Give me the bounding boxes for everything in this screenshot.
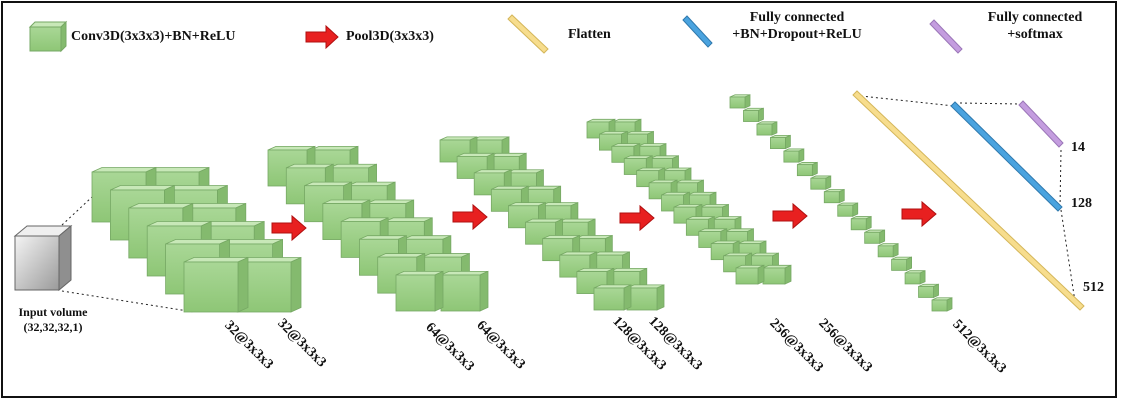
conv-block-5-cube [877, 242, 899, 258]
input-volume-line2: (32,32,32,1) [23, 320, 83, 334]
fc1-layer-bar [950, 101, 1063, 212]
pool-arrow-3 [619, 204, 655, 232]
legend-fc1-line1: Fully connected [749, 10, 845, 25]
conv-block-5-cube [823, 188, 845, 204]
diagram-frame [1, 1, 1117, 398]
input-volume-line1: Input volume [18, 305, 88, 319]
conv-block-5-cube [743, 107, 764, 123]
projection-lines [61, 95, 1077, 313]
pool-arrow-5 [901, 200, 937, 228]
conv-block-2-cube [395, 270, 444, 312]
conv-block-4-cube [586, 118, 616, 139]
conv-block-5-cube [770, 134, 791, 150]
flatten-layer-bar [852, 90, 1085, 311]
legend-fc1-label: Fully connected +BN+Dropout+ReLU [712, 9, 882, 43]
legend-fc2-icon [929, 19, 963, 54]
conv-block-5-cube [850, 215, 872, 231]
flatten-size-label: 512 [1083, 280, 1104, 295]
conv-block-4-cube [735, 264, 765, 285]
conv-block-5-cube [756, 121, 778, 136]
conv-block-5-cube [931, 297, 953, 312]
legend-pool-arrow-icon [305, 24, 339, 50]
legend-fc2-label: Fully connected +softmax [960, 9, 1110, 43]
conv-block-5-cube [904, 270, 926, 285]
input-volume-label: Input volume (32,32,32,1) [3, 305, 103, 335]
legend-flatten-label: Flatten [568, 27, 611, 42]
fc2-size-label: 14 [1071, 140, 1085, 155]
conv-block-3-cube [626, 284, 665, 311]
conv-block-5-cube [810, 175, 832, 190]
pool-arrow-4 [772, 202, 808, 230]
pool-arrows [271, 200, 937, 242]
conv-block-4-cube [762, 264, 792, 285]
legend-fc2-line2: +softmax [1007, 27, 1063, 42]
legend-fc2-line1: Fully connected [987, 10, 1083, 25]
conv-block-5-cube [783, 148, 805, 163]
input-volume-cube [13, 224, 73, 292]
conv-block-5-cube [918, 283, 939, 299]
conv-block-1-cube [183, 256, 249, 313]
conv-block-2-cube [440, 270, 489, 312]
fc1-size-label: 128 [1071, 196, 1092, 211]
legend-fc1-icon [682, 15, 713, 48]
legend-pool-label: Pool3D(3x3x3) [346, 29, 434, 44]
conv-block-5-cube [864, 229, 886, 244]
conv-block-5-cube [796, 161, 818, 177]
fc2-layer-bar [1018, 100, 1064, 148]
conv-block-5-cube [729, 94, 751, 109]
legend-conv-icon [28, 20, 68, 53]
legend-fc1-line2: +BN+Dropout+ReLU [732, 27, 862, 42]
pool-arrow-2 [452, 203, 488, 231]
conv-block-5-cube [837, 202, 859, 217]
conv-block-stacks [91, 94, 953, 313]
legend-conv-label: Conv3D(3x3x3)+BN+ReLU [71, 29, 236, 44]
legend-flatten-icon [507, 14, 549, 54]
pool-arrow-1 [271, 214, 307, 242]
conv-block-5-cube [891, 256, 912, 272]
conv-block-3-cube [593, 284, 632, 311]
